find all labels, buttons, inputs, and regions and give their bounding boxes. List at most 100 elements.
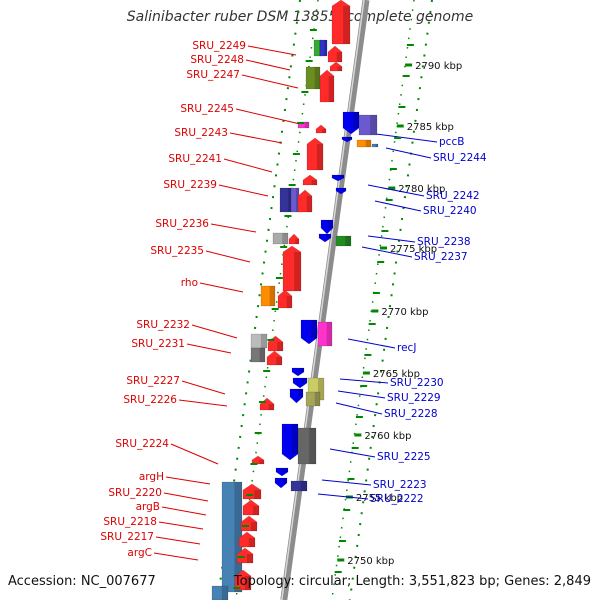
forward-gene-glyph[interactable] <box>297 189 313 213</box>
forward-gene-glyph[interactable] <box>277 289 293 309</box>
forward-gene-glyph[interactable] <box>240 515 258 532</box>
reverse-gene-glyph[interactable] <box>275 467 289 477</box>
reverse-gene-glyph-shade <box>301 378 307 383</box>
forward-gene-glyph[interactable] <box>250 347 266 363</box>
forward-gene-label-SRU_2235[interactable]: SRU_2235 <box>150 245 204 257</box>
reverse-gene-glyph[interactable] <box>331 174 345 182</box>
forward-gene-glyph[interactable] <box>260 285 276 307</box>
forward-gene-glyph[interactable] <box>221 481 243 593</box>
forward-gene-label-SRU_2243[interactable]: SRU_2243 <box>174 127 228 139</box>
forward-gene-pointer <box>235 108 301 125</box>
forward-gene-glyph[interactable] <box>288 233 300 245</box>
reverse-gene-glyph[interactable] <box>305 391 321 407</box>
forward-gene-pointer <box>247 45 297 56</box>
reverse-gene-glyph[interactable] <box>371 143 379 148</box>
forward-gene-glyph[interactable] <box>282 245 302 292</box>
forward-gene-label-argB[interactable]: argB <box>136 501 160 513</box>
forward-gene-label-SRU_2236[interactable]: SRU_2236 <box>155 218 209 230</box>
forward-gene-label-argC[interactable]: argC <box>127 547 152 559</box>
forward-gene-label-SRU_2227[interactable]: SRU_2227 <box>126 375 180 387</box>
forward-gene-glyph[interactable] <box>211 585 229 600</box>
forward-gene-label-SRU_2232[interactable]: SRU_2232 <box>136 319 190 331</box>
forward-gene-glyph[interactable] <box>319 39 328 57</box>
reverse-gene-glyph[interactable] <box>300 319 318 345</box>
reverse-gene-label-SRU_2237[interactable]: SRU_2237 <box>414 251 468 263</box>
forward-gene-glyph[interactable] <box>319 69 335 103</box>
reverse-gene-glyph[interactable] <box>289 388 304 404</box>
reverse-gene-glyph[interactable] <box>297 427 317 465</box>
forward-gene-label-SRU_2226[interactable]: SRU_2226 <box>123 394 177 406</box>
forward-gene-label-SRU_2218[interactable]: SRU_2218 <box>103 516 157 528</box>
reverse-gene-pointer <box>337 390 386 399</box>
reverse-gene-glyph[interactable] <box>342 111 360 135</box>
scale-label: 2765 kbp <box>373 369 420 380</box>
forward-gene-glyph[interactable] <box>272 232 289 245</box>
reverse-gene-glyph[interactable] <box>291 367 305 377</box>
forward-gene-glyph[interactable] <box>306 137 324 171</box>
forward-gene-glyph-shade <box>248 538 255 547</box>
forward-gene-glyph-shade <box>259 348 265 362</box>
ruler-right-dotted-line <box>331 0 415 600</box>
reverse-gene-pointer <box>385 147 432 159</box>
forward-gene-glyph[interactable] <box>329 61 343 72</box>
reverse-gene-label-SRU_2240[interactable]: SRU_2240 <box>423 205 477 217</box>
forward-gene-glyph[interactable] <box>331 0 351 45</box>
reverse-gene-label-SRU_2225[interactable]: SRU_2225 <box>377 451 431 463</box>
forward-gene-glyph[interactable] <box>238 531 256 548</box>
reverse-gene-glyph[interactable] <box>290 480 308 492</box>
forward-gene-glyph[interactable] <box>236 547 254 564</box>
reverse-gene-glyph[interactable] <box>335 235 352 247</box>
forward-gene-glyph-shade <box>234 482 242 592</box>
forward-gene-label-argH[interactable]: argH <box>139 471 164 483</box>
reverse-gene-label-SRU_2223[interactable]: SRU_2223 <box>373 479 427 491</box>
forward-gene-label-SRU_2217[interactable]: SRU_2217 <box>100 531 154 543</box>
reverse-gene-glyph[interactable] <box>317 321 333 347</box>
reverse-gene-label-SRU_2228[interactable]: SRU_2228 <box>384 408 438 420</box>
reverse-gene-glyph[interactable] <box>318 233 332 243</box>
forward-gene-glyph[interactable] <box>250 333 268 349</box>
reverse-gene-label-SRU_2242[interactable]: SRU_2242 <box>426 190 480 202</box>
reverse-gene-pointer <box>339 378 389 384</box>
reverse-gene-label-SRU_2230[interactable]: SRU_2230 <box>390 377 444 389</box>
forward-gene-label-rho[interactable]: rho <box>181 277 198 289</box>
reverse-gene-label-SRU_2222[interactable]: SRU_2222 <box>370 493 424 505</box>
reverse-gene-glyph[interactable] <box>356 139 372 148</box>
forward-gene-label-SRU_2245[interactable]: SRU_2245 <box>180 103 234 115</box>
reverse-gene-glyph[interactable] <box>274 477 288 489</box>
forward-gene-glyph-shade <box>260 334 267 348</box>
forward-gene-glyph-shade <box>244 576 251 590</box>
forward-gene-label-SRU_2239[interactable]: SRU_2239 <box>163 179 217 191</box>
reverse-gene-label-recJ[interactable]: recJ <box>397 342 416 354</box>
forward-gene-label-SRU_2248[interactable]: SRU_2248 <box>190 54 244 66</box>
forward-gene-glyph[interactable] <box>315 124 327 134</box>
forward-gene-glyph-shade <box>316 144 323 170</box>
reverse-gene-glyph[interactable] <box>292 377 308 389</box>
forward-gene-label-SRU_2220[interactable]: SRU_2220 <box>108 487 162 499</box>
forward-gene-pointer <box>210 223 257 233</box>
scale-label: 2785 kbp <box>407 122 454 133</box>
reverse-gene-glyph[interactable] <box>358 114 378 136</box>
reverse-gene-label-SRU_2238[interactable]: SRU_2238 <box>417 236 471 248</box>
forward-gene-label-SRU_2231[interactable]: SRU_2231 <box>131 338 185 350</box>
forward-gene-label-SRU_2224[interactable]: SRU_2224 <box>115 438 169 450</box>
reverse-gene-glyph-shade <box>339 175 344 178</box>
reverse-gene-pointer <box>361 246 413 258</box>
reverse-gene-label-SRU_2229[interactable]: SRU_2229 <box>387 392 441 404</box>
reverse-gene-glyph[interactable] <box>320 219 334 235</box>
forward-gene-glyph[interactable] <box>327 45 343 63</box>
forward-gene-glyph[interactable] <box>266 350 283 366</box>
reverse-gene-glyph-shade <box>309 428 316 464</box>
reverse-gene-glyph[interactable] <box>281 423 299 461</box>
reverse-gene-glyph[interactable] <box>335 187 347 195</box>
forward-gene-glyph[interactable] <box>302 174 318 186</box>
forward-gene-label-SRU_2249[interactable]: SRU_2249 <box>192 40 246 52</box>
reverse-gene-glyph[interactable] <box>341 136 353 143</box>
forward-gene-label-SRU_2247[interactable]: SRU_2247 <box>186 69 240 81</box>
scale-label: 2750 kbp <box>347 556 394 567</box>
forward-gene-label-SRU_2241[interactable]: SRU_2241 <box>168 153 222 165</box>
forward-gene-glyph[interactable] <box>242 499 260 516</box>
reverse-gene-label-SRU_2244[interactable]: SRU_2244 <box>433 152 487 164</box>
reverse-gene-label-pccB[interactable]: pccB <box>439 136 464 148</box>
reverse-gene-glyph-shade <box>314 392 320 406</box>
backbone-highlight <box>281 0 365 600</box>
